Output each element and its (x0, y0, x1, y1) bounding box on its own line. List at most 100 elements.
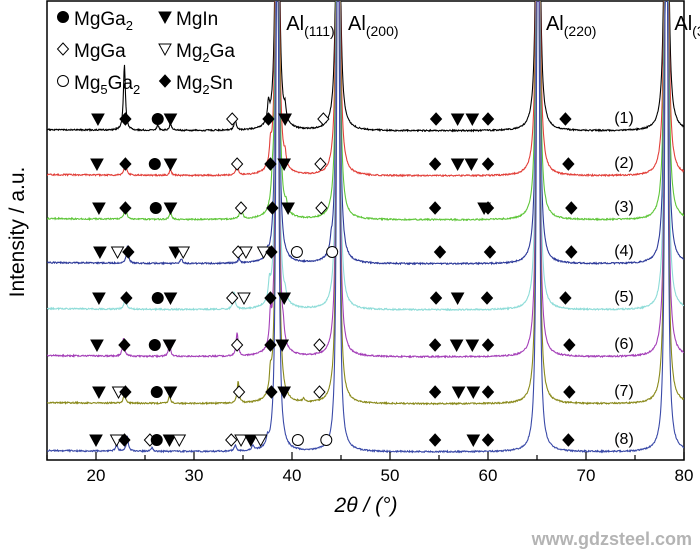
y-axis-label: Intensity / a.u. (6, 167, 29, 298)
phase-marker-5-6 (237, 292, 251, 306)
phase-marker-7-3 (119, 385, 132, 399)
phase-marker-6-13 (563, 338, 576, 352)
series-label-7: (7) (614, 383, 634, 400)
phase-marker-1-7 (278, 113, 292, 127)
series-line-4 (47, 1, 684, 266)
phase-marker-8-17 (562, 433, 575, 447)
phase-marker-8-15 (466, 434, 481, 448)
phase-marker-7-11 (451, 386, 466, 400)
series-label-6: (6) (614, 336, 634, 353)
x-axis-label: 2θ / (°) (334, 494, 398, 517)
phase-marker-3-12 (565, 201, 578, 215)
phase-marker-7-8 (277, 386, 292, 400)
phase-marker-6-4 (162, 339, 177, 353)
series-line-1 (47, 1, 684, 133)
phase-marker-3-6 (266, 201, 279, 215)
phase-marker-1-3 (151, 113, 164, 125)
legend-marker-2 (158, 11, 172, 25)
phase-marker-5-5 (226, 291, 239, 305)
phase-marker-3-7 (281, 202, 295, 216)
phase-marker-5-2 (120, 291, 133, 305)
phase-marker-2-10 (450, 158, 465, 172)
phase-marker-4-2 (110, 246, 125, 260)
phase-marker-6-5 (230, 338, 244, 352)
phase-marker-7-5 (163, 386, 178, 400)
phase-marker-3-11 (481, 201, 495, 215)
phase-marker-8-14 (428, 433, 442, 447)
phase-marker-8-6 (162, 434, 177, 448)
phase-marker-7-7 (265, 385, 278, 399)
x-tick-label-60: 60 (479, 466, 498, 485)
series-line-3 (47, 1, 684, 222)
series-line-8 (47, 1, 684, 454)
phase-marker-5-8 (277, 292, 292, 306)
phase-marker-8-13 (320, 434, 333, 446)
phase-marker-2-2 (119, 157, 132, 171)
phase-marker-5-7 (264, 291, 277, 305)
phase-marker-1-1 (91, 113, 105, 127)
phase-marker-5-12 (559, 291, 572, 305)
phase-marker-2-7 (277, 158, 292, 172)
x-tick-label-50: 50 (381, 466, 400, 485)
legend-marker-3 (56, 42, 70, 56)
phase-marker-1-12 (481, 112, 495, 126)
phase-marker-8-3 (118, 433, 131, 447)
phase-marker-1-5 (226, 112, 239, 126)
phase-marker-7-12 (466, 386, 481, 400)
phase-marker-4-13 (483, 245, 497, 259)
phase-marker-8-8 (225, 433, 238, 447)
phase-marker-3-9 (428, 201, 442, 215)
phase-marker-7-14 (563, 385, 576, 399)
phase-marker-6-12 (481, 338, 495, 352)
phase-marker-4-7 (239, 246, 253, 260)
phase-marker-8-1 (89, 434, 103, 448)
phase-marker-8-5 (150, 434, 163, 446)
phase-marker-4-10 (290, 246, 303, 258)
phase-marker-3-4 (163, 202, 178, 216)
phase-marker-8-9 (234, 434, 248, 448)
phase-marker-6-9 (428, 338, 442, 352)
phase-marker-7-10 (428, 385, 442, 399)
phase-marker-2-11 (464, 158, 479, 172)
phase-marker-4-9 (265, 245, 278, 259)
phase-marker-1-2 (119, 112, 132, 126)
series-label-5: (5) (614, 289, 634, 306)
plot-frame (46, 0, 685, 461)
phase-marker-2-6 (264, 157, 277, 171)
legend-label-2: MgIn (176, 9, 218, 30)
phase-marker-8-11 (253, 434, 268, 448)
phase-marker-4-3 (122, 245, 135, 259)
phase-marker-1-4 (163, 113, 178, 127)
phase-marker-4-5 (176, 246, 191, 260)
phase-marker-8-7 (172, 434, 187, 448)
phase-marker-3-8 (315, 201, 328, 215)
series-line-7 (47, 1, 684, 406)
phase-marker-2-4 (163, 158, 178, 172)
legend-marker-5 (57, 75, 69, 87)
phase-marker-5-11 (480, 291, 494, 305)
phase-marker-1-13 (559, 112, 572, 126)
series-line-6 (47, 1, 684, 359)
phase-marker-1-6 (262, 112, 275, 126)
phase-marker-6-1 (90, 339, 104, 353)
x-tick-label-40: 40 (283, 466, 302, 485)
phase-marker-2-12 (481, 157, 495, 171)
phase-marker-5-3 (151, 292, 164, 304)
phase-marker-6-10 (449, 339, 464, 353)
phase-marker-6-7 (275, 339, 290, 353)
legend-marker-4 (158, 43, 172, 57)
x-tick-label-30: 30 (185, 466, 204, 485)
legend-label-3: MgGa (74, 41, 126, 62)
phase-marker-2-13 (562, 157, 575, 171)
phase-marker-4-11 (326, 246, 339, 258)
phase-marker-7-4 (150, 386, 163, 398)
phase-marker-4-1 (93, 246, 107, 260)
series-line-2 (47, 1, 684, 178)
series-label-2: (2) (614, 155, 634, 172)
phase-marker-1-10 (450, 113, 465, 127)
phase-marker-2-5 (230, 157, 244, 171)
series-label-4: (4) (614, 243, 634, 260)
series-label-1: (1) (614, 110, 634, 127)
phase-marker-3-2 (119, 201, 132, 215)
